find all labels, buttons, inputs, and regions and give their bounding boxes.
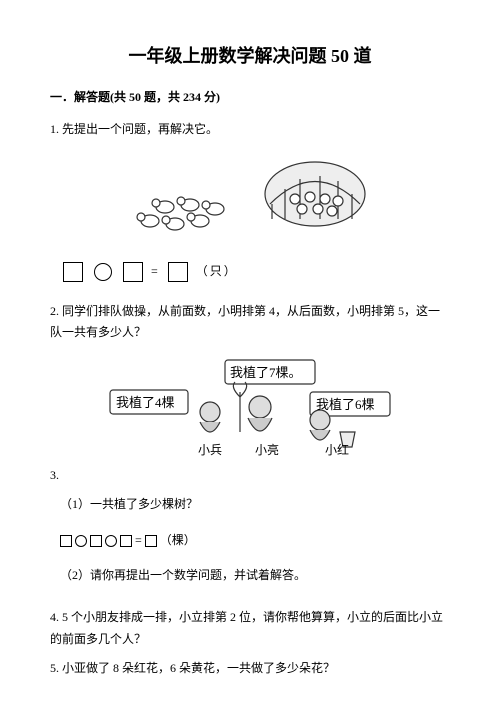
unit-label: （只）	[196, 264, 238, 278]
question-3-1: （1）一共植了多少棵树？	[60, 494, 450, 516]
unit-label: （棵）	[160, 533, 196, 547]
page-title: 一年级上册数学解决问题 50 道	[50, 40, 450, 72]
svg-text:小兵: 小兵	[198, 443, 222, 457]
blank-box	[145, 535, 157, 547]
question-3-2: （2）请你再提出一个数学问题，并试着解答。	[60, 565, 450, 587]
blank-op	[94, 263, 112, 281]
section-heading: 一．解答题(共 50 题，共 234 分)	[50, 87, 450, 109]
svg-text:我植了7棵。: 我植了7棵。	[230, 365, 302, 380]
equation-3: = （棵）	[60, 530, 450, 552]
blank-box	[168, 262, 188, 282]
blank-op	[105, 535, 117, 547]
illustration-1	[50, 149, 450, 252]
blank-box	[90, 535, 102, 547]
svg-text:我植了6棵: 我植了6棵	[316, 397, 375, 412]
svg-text:小亮: 小亮	[255, 442, 279, 457]
question-1: 1. 先提出一个问题，再解决它。	[50, 119, 450, 141]
blank-op	[75, 535, 87, 547]
blank-box	[120, 535, 132, 547]
equation-1: = （只）	[60, 261, 450, 283]
blank-box	[60, 535, 72, 547]
blank-box	[63, 262, 83, 282]
svg-text:小红: 小红	[325, 442, 349, 457]
question-4: 4. 5 个小朋友排成一排，小立排第 2 位，请你帮他算算，小立的后面比小立的前…	[50, 607, 450, 650]
question-2: 2. 同学们排队做操，从前面数，小明排第 4，从后面数，小明排第 5，这一队一共…	[50, 301, 450, 344]
question-5: 5. 小亚做了 8 朵红花，6 朵黄花，一共做了多少朵花？	[50, 658, 450, 680]
illustration-2: 我植了4棵 我植了7棵。 我植了6棵 小兵 小亮 小红	[50, 352, 450, 465]
question-3-num: 3.	[50, 465, 450, 487]
svg-text:我植了4棵: 我植了4棵	[116, 395, 175, 410]
blank-box	[123, 262, 143, 282]
